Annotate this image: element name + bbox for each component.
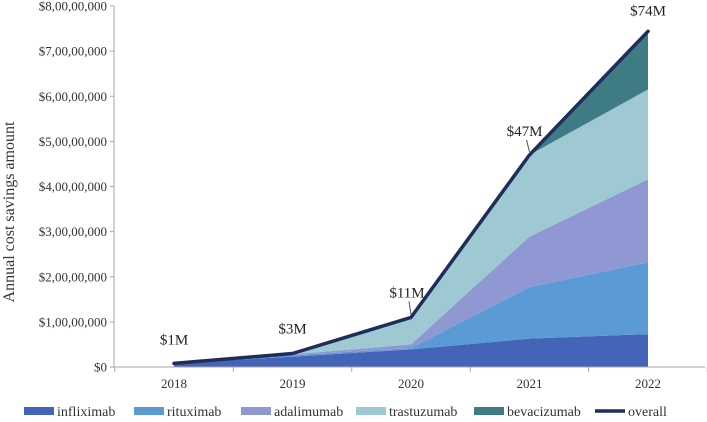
area-series-group — [174, 31, 648, 367]
x-tick-label: 2019 — [280, 376, 306, 391]
annotation-leader — [526, 139, 530, 153]
legend-swatch-infliximab — [24, 407, 54, 415]
legend-label-trastuzumab: trastuzumab — [389, 405, 457, 420]
legend-label-rituximab: rituximab — [167, 405, 221, 420]
x-tick-label: 2022 — [635, 376, 661, 391]
legend: infliximab rituximab adalimumab trastuzumab… — [24, 405, 667, 420]
x-tick-label: 2021 — [517, 376, 543, 391]
y-tick-label: $4,00,00,000 — [39, 179, 107, 194]
legend-swatch-trastuzumab — [356, 407, 386, 415]
y-tick-label: $2,00,00,000 — [39, 269, 107, 284]
area-rituximab — [174, 262, 648, 364]
annotation-label: $1M — [160, 332, 188, 348]
y-tick-label: $1,00,00,000 — [39, 314, 107, 329]
annotation-label: $74M — [630, 3, 666, 19]
y-tick-label: $0 — [94, 360, 107, 375]
y-axis-label: Annual cost savings amount — [1, 121, 18, 302]
y-tick-label: $6,00,00,000 — [39, 89, 107, 104]
y-tick-label: $8,00,00,000 — [39, 0, 107, 14]
axes-group: $0 $1,00,00,000 $2,00,00,000 $3,00,00,000 $4… — [39, 0, 707, 391]
annotation-label: $3M — [278, 321, 306, 337]
annotation-label: $11M — [389, 285, 424, 301]
legend-label-overall: overall — [628, 405, 667, 420]
overall-line-group — [172, 29, 650, 366]
legend-label-adalimumab: adalimumab — [274, 405, 343, 420]
annotations-group: $1M $3M $11M $47M $74M — [160, 3, 666, 348]
legend-label-infliximab: infliximab — [57, 405, 115, 420]
legend-swatch-bevacizumab — [474, 407, 504, 415]
area-infliximab — [174, 334, 648, 367]
y-tick-label: $7,00,00,000 — [39, 44, 107, 59]
legend-swatch-adalimumab — [241, 407, 271, 415]
y-tick-label: $3,00,00,000 — [39, 224, 107, 239]
x-tick-label: 2018 — [161, 376, 187, 391]
legend-label-bevacizumab: bevacizumab — [507, 405, 581, 420]
annotation-leader — [408, 301, 412, 315]
legend-swatch-rituximab — [134, 407, 164, 415]
y-tick-label: $5,00,00,000 — [39, 134, 107, 149]
area-trastuzumab — [174, 89, 648, 364]
annotation-label: $47M — [507, 124, 543, 140]
area-adalimumab — [174, 179, 648, 364]
x-tick-label: 2020 — [398, 376, 424, 391]
